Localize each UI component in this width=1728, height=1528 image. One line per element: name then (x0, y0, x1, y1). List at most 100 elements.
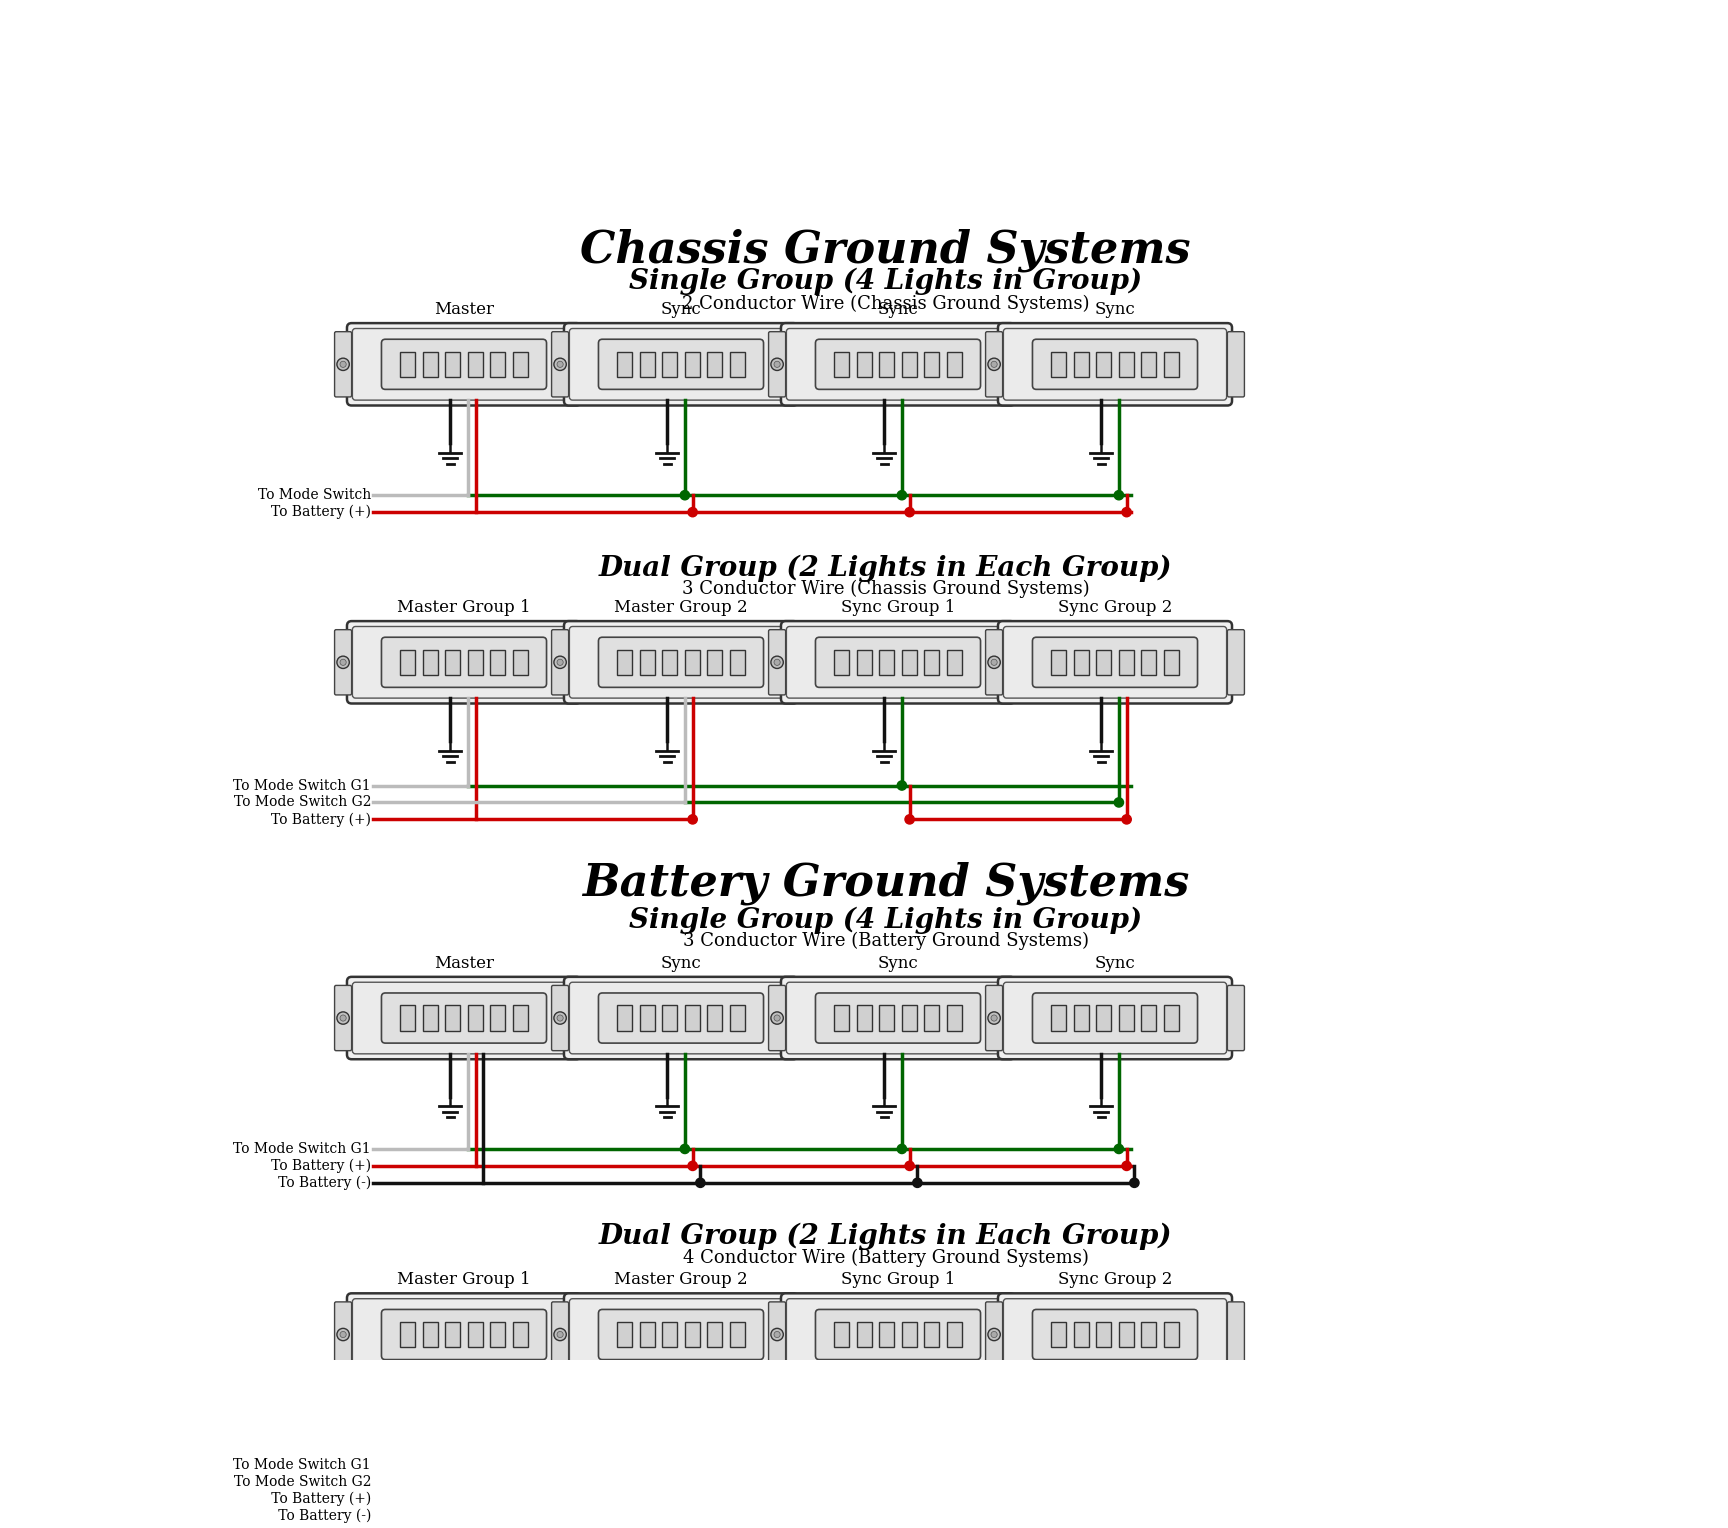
Bar (639, 1005, 655, 1031)
Circle shape (1121, 1494, 1132, 1504)
Circle shape (988, 1012, 1001, 1024)
Circle shape (696, 1178, 705, 1187)
Bar (1073, 1005, 1089, 1031)
FancyBboxPatch shape (570, 1299, 793, 1371)
Text: To Mode Switch G1: To Mode Switch G1 (233, 778, 372, 793)
Text: To Battery (+): To Battery (+) (271, 813, 372, 827)
FancyBboxPatch shape (598, 1309, 764, 1360)
FancyBboxPatch shape (598, 637, 764, 688)
Bar (468, 1005, 482, 1031)
Bar (1140, 649, 1156, 675)
Text: Chassis Ground Systems: Chassis Ground Systems (581, 228, 1191, 272)
Bar (880, 1322, 893, 1348)
Bar (1051, 351, 1066, 377)
Bar (924, 649, 940, 675)
FancyBboxPatch shape (1004, 983, 1227, 1054)
Bar (707, 649, 722, 675)
Text: Sync: Sync (1094, 301, 1135, 318)
Text: Dual Group (2 Lights in Each Group): Dual Group (2 Lights in Each Group) (600, 1222, 1172, 1250)
Circle shape (774, 659, 781, 665)
Text: To Battery (+): To Battery (+) (257, 1158, 372, 1174)
FancyBboxPatch shape (551, 332, 569, 397)
Bar (662, 649, 677, 675)
FancyBboxPatch shape (382, 1309, 546, 1360)
Circle shape (1121, 814, 1132, 824)
Bar (446, 649, 460, 675)
FancyBboxPatch shape (769, 986, 786, 1051)
Bar (639, 351, 655, 377)
FancyBboxPatch shape (570, 626, 793, 698)
Text: To Mode Switch G1: To Mode Switch G1 (233, 1458, 372, 1473)
FancyBboxPatch shape (563, 1293, 798, 1375)
Circle shape (688, 507, 698, 516)
Text: Sync: Sync (878, 301, 918, 318)
FancyBboxPatch shape (769, 332, 786, 397)
Bar (1163, 649, 1178, 675)
Bar (1096, 649, 1111, 675)
FancyBboxPatch shape (1004, 329, 1227, 400)
Circle shape (897, 1461, 907, 1470)
Text: 3 Conductor Wire (Chassis Ground Systems): 3 Conductor Wire (Chassis Ground Systems… (683, 581, 1089, 597)
Bar (924, 351, 940, 377)
Bar (924, 1322, 940, 1348)
Text: To Mode Switch: To Mode Switch (257, 489, 372, 503)
FancyBboxPatch shape (570, 329, 793, 400)
Bar (617, 649, 632, 675)
Circle shape (771, 656, 783, 668)
Bar (513, 649, 527, 675)
Text: 2 Conductor Wire (Chassis Ground Systems): 2 Conductor Wire (Chassis Ground Systems… (683, 295, 1089, 313)
FancyBboxPatch shape (598, 339, 764, 390)
Bar (947, 1005, 962, 1031)
Bar (468, 1322, 482, 1348)
Bar (446, 1005, 460, 1031)
Circle shape (897, 490, 907, 500)
Circle shape (337, 358, 349, 370)
Circle shape (1121, 1161, 1132, 1170)
Circle shape (555, 1328, 567, 1340)
FancyBboxPatch shape (1032, 339, 1198, 390)
FancyBboxPatch shape (347, 1293, 581, 1375)
Bar (401, 649, 415, 675)
Circle shape (912, 1511, 923, 1520)
Text: Master Group 2: Master Group 2 (613, 1271, 748, 1288)
Bar (1163, 1005, 1178, 1031)
Circle shape (1121, 507, 1132, 516)
Text: Sync: Sync (660, 301, 702, 318)
Circle shape (337, 1012, 349, 1024)
FancyBboxPatch shape (1227, 630, 1244, 695)
Bar (684, 351, 700, 377)
Circle shape (774, 1331, 781, 1337)
Circle shape (1115, 490, 1123, 500)
Circle shape (340, 361, 346, 367)
Bar (707, 1322, 722, 1348)
FancyBboxPatch shape (382, 637, 546, 688)
Bar (947, 351, 962, 377)
Bar (835, 1322, 848, 1348)
FancyBboxPatch shape (1032, 993, 1198, 1044)
Bar (729, 351, 745, 377)
Bar (662, 1005, 677, 1031)
Circle shape (905, 1161, 914, 1170)
Circle shape (990, 361, 997, 367)
Circle shape (555, 656, 567, 668)
FancyBboxPatch shape (985, 986, 1002, 1051)
Bar (729, 1005, 745, 1031)
Bar (902, 1322, 918, 1348)
Bar (857, 1005, 871, 1031)
Text: 3 Conductor Wire (Battery Ground Systems): 3 Conductor Wire (Battery Ground Systems… (683, 932, 1089, 950)
Circle shape (988, 358, 1001, 370)
FancyBboxPatch shape (353, 1299, 575, 1371)
Bar (639, 1322, 655, 1348)
FancyBboxPatch shape (786, 1299, 1009, 1371)
Circle shape (340, 659, 346, 665)
Circle shape (340, 1331, 346, 1337)
FancyBboxPatch shape (985, 332, 1002, 397)
Text: Sync Group 1: Sync Group 1 (842, 599, 956, 616)
Bar (924, 1005, 940, 1031)
FancyBboxPatch shape (816, 1309, 980, 1360)
Bar (1118, 351, 1134, 377)
FancyBboxPatch shape (1004, 626, 1227, 698)
Text: Master Group 1: Master Group 1 (397, 599, 530, 616)
Bar (491, 649, 505, 675)
FancyBboxPatch shape (999, 322, 1232, 405)
